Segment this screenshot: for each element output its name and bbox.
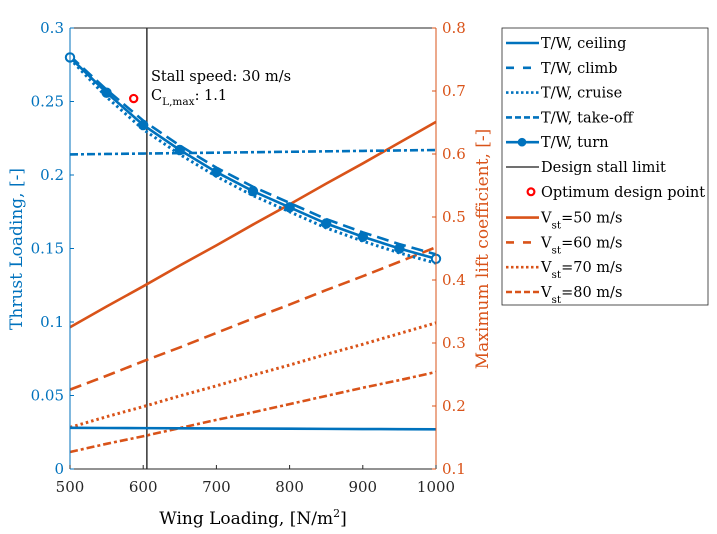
series-line-v-st-50-m-s xyxy=(69,120,437,329)
legend-label-main: T/W, ceiling xyxy=(541,36,626,52)
legend-label-main: T/W, turn xyxy=(541,135,609,151)
annotation-line-2: CL,max: 1.1 xyxy=(151,88,227,108)
x-tick-label: 1000 xyxy=(417,478,455,496)
y-left-tick-label: 0.3 xyxy=(40,19,64,37)
turn-marker xyxy=(394,243,405,254)
annotation-cl-value: : 1.1 xyxy=(195,88,228,104)
x-axis-title: Wing Loading, [N/m2] xyxy=(159,507,346,529)
y-right-tick-label: 0.2 xyxy=(442,397,466,415)
legend-label-main: V xyxy=(540,235,552,251)
legend-label: T/W, ceiling xyxy=(541,36,626,52)
turn-marker xyxy=(247,185,259,197)
y-right-tick-label: 0.3 xyxy=(442,334,466,352)
legend-swatch-point xyxy=(526,187,536,197)
legend-label: T/W, turn xyxy=(541,135,609,151)
legend-label-sub: st xyxy=(551,220,561,232)
legend-label-main: T/W, take-off xyxy=(541,110,635,126)
x-axis-title-main: Wing Loading, [N/m xyxy=(159,509,333,529)
legend: T/W, ceiling T/W, climb T/W, cruise T/W, ta… xyxy=(501,27,709,306)
legend-label-main: T/W, climb xyxy=(541,61,618,77)
legend-label: Vst=50 m/s xyxy=(540,211,622,232)
series-line-t-w-cruise xyxy=(68,57,437,265)
annotation-cl-sub: L,max xyxy=(162,96,195,108)
y-left-tick-label: 0.15 xyxy=(31,240,64,258)
y-left-tick-label: 0.05 xyxy=(31,387,64,405)
legend-label: Vst=70 m/s xyxy=(540,260,622,281)
legend-label-rest: =80 m/s xyxy=(561,285,622,301)
y-left-tick-label: 0 xyxy=(54,460,64,478)
turn-marker xyxy=(138,119,149,131)
legend-item-design-stall-limit: Design stall limit xyxy=(506,160,666,176)
y-right-tick-label: 0.6 xyxy=(442,145,466,163)
x-axis-title-end: ] xyxy=(340,509,347,529)
turn-marker xyxy=(174,144,186,156)
legend-label: Vst=80 m/s xyxy=(540,285,622,306)
legend-item-t-w-climb: T/W, climb xyxy=(506,61,618,77)
legend-label-main: T/W, cruise xyxy=(541,86,622,102)
turn-marker xyxy=(101,87,112,98)
turn-marker xyxy=(211,166,222,178)
legend-label-sub: st xyxy=(551,244,561,256)
series-line-t-w-turn xyxy=(69,56,437,261)
legend-label-sub: st xyxy=(551,294,561,306)
y-left-tick-label: 0.25 xyxy=(31,93,64,111)
legend-item-vst-70-m-s: Vst=70 m/s xyxy=(506,260,622,281)
optimum-design-point xyxy=(128,93,139,104)
legend-label-main: V xyxy=(540,285,552,301)
legend-label: T/W, take-off xyxy=(541,110,635,126)
legend-label-main: V xyxy=(540,260,552,276)
series-line-t-w-ceiling xyxy=(69,426,437,431)
y-right-tick-label: 0.7 xyxy=(442,82,466,100)
y-axis-left-title: Thrust Loading, [-] xyxy=(7,168,27,330)
legend-label: Design stall limit xyxy=(541,160,666,176)
legend-item-optimum-design-point: Optimum design point xyxy=(526,185,705,201)
y-right-tick-label: 0.1 xyxy=(442,460,466,478)
stall-annotation: Stall speed: 30 m/s CL,max: 1.1 xyxy=(151,69,291,108)
x-tick-label: 800 xyxy=(275,478,304,496)
legend-label-sub: st xyxy=(551,269,561,281)
legend-label: Optimum design point xyxy=(541,185,705,201)
turn-marker xyxy=(357,231,368,242)
x-tick-label: 700 xyxy=(202,478,231,496)
legend-label: T/W, climb xyxy=(541,61,618,77)
x-tick-label: 500 xyxy=(56,478,85,496)
legend-label-main: Design stall limit xyxy=(541,160,666,176)
legend-label-main: Optimum design point xyxy=(541,185,705,201)
x-tick-label: 600 xyxy=(129,478,158,496)
legend-label: Vst=60 m/s xyxy=(540,235,622,256)
legend-swatch-marker xyxy=(517,137,527,147)
x-axis-title-sup: 2 xyxy=(333,507,340,520)
turn-marker xyxy=(321,218,332,229)
legend-item-t-w-ceiling: T/W, ceiling xyxy=(506,36,626,52)
legend-item-t-w-take-off: T/W, take-off xyxy=(506,110,635,126)
series-line-v-st-60-m-s xyxy=(69,246,437,391)
plot-area xyxy=(64,28,442,469)
x-tick-label: 900 xyxy=(348,478,377,496)
legend-item-vst-60-m-s: Vst=60 m/s xyxy=(506,235,622,256)
y-left-tick-label: 0.2 xyxy=(40,166,64,184)
legend-label-rest: =70 m/s xyxy=(561,260,622,276)
annotation-cl-main: C xyxy=(151,88,162,104)
legend-item-vst-50-m-s: Vst=50 m/s xyxy=(506,211,622,232)
legend-label-main: V xyxy=(540,211,552,227)
y-right-tick-label: 0.8 xyxy=(442,19,466,37)
turn-marker xyxy=(284,202,295,213)
series-line-v-st-80-m-s xyxy=(69,370,437,454)
legend-item-vst-80-m-s: Vst=80 m/s xyxy=(506,285,622,306)
legend-item-t-w-turn: T/W, turn xyxy=(506,135,609,151)
y-left-tick-label: 0.1 xyxy=(40,313,64,331)
axes: 500 600 700 800 900 1000 0 0.05 0.1 0.15 0.2 0.25 0.… xyxy=(31,19,466,496)
y-axis-right-title: Maximum lift coefficient, [-] xyxy=(473,129,493,370)
series-line-t-w-take-off xyxy=(69,148,437,156)
legend-item-t-w-cruise: T/W, cruise xyxy=(506,86,622,102)
y-right-tick-label: 0.5 xyxy=(442,208,466,226)
legend-label-rest: =60 m/s xyxy=(561,235,622,251)
legend-label-rest: =50 m/s xyxy=(561,211,622,227)
annotation-line-1: Stall speed: 30 m/s xyxy=(151,69,291,85)
legend-label: T/W, cruise xyxy=(541,86,622,102)
y-right-tick-label: 0.4 xyxy=(442,271,466,289)
